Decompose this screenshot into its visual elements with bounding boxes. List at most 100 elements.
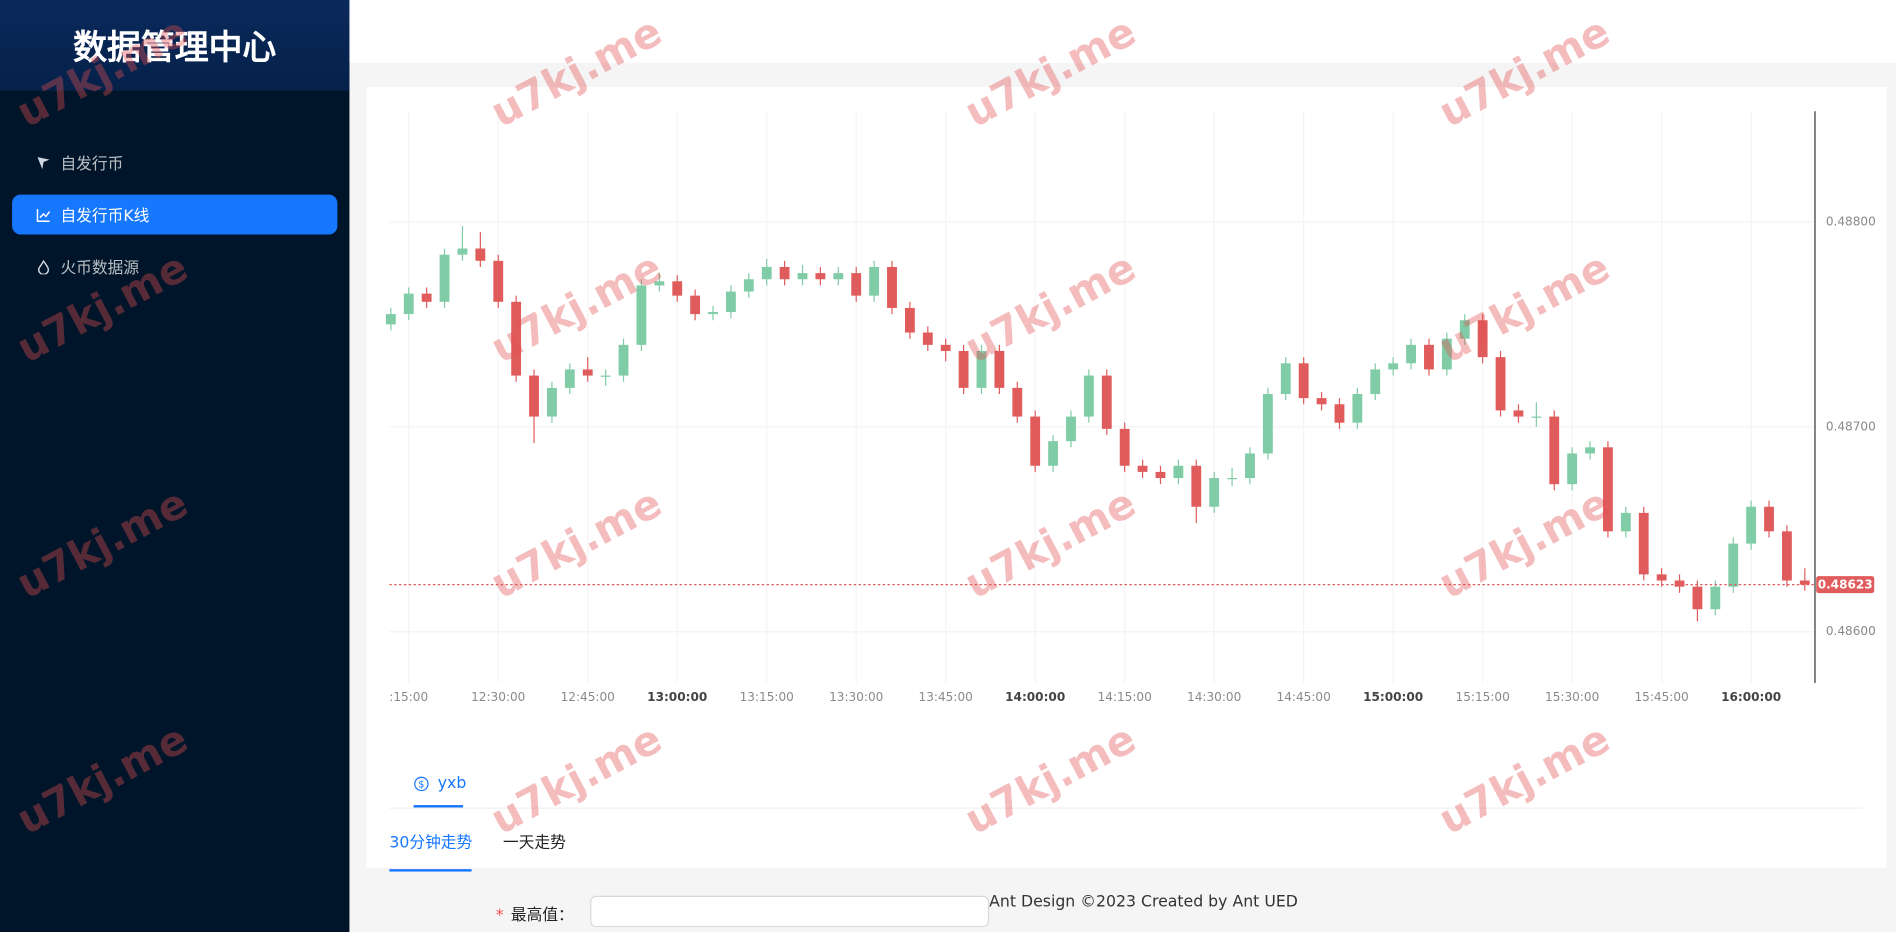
candle-body (1209, 478, 1220, 507)
x-tick-label: 14:15:00 (1098, 690, 1152, 704)
candle-body (1799, 580, 1810, 585)
tab[interactable]: $ yxb (414, 774, 467, 793)
candle-body (1227, 478, 1237, 480)
candle-body (1710, 586, 1721, 610)
candle-body (1674, 580, 1685, 587)
subtab[interactable]: 30分钟走势 (389, 834, 473, 853)
candle-body (1119, 428, 1130, 466)
candle-body (1459, 320, 1470, 339)
price-label-bg (1816, 576, 1875, 594)
footer: Ant Design ©2023 Created by Ant UED (989, 893, 1298, 912)
tab-ink (389, 869, 472, 872)
candle-body (1764, 506, 1774, 532)
x-tick-label: 14:45:00 (1277, 690, 1331, 704)
candle-body (493, 260, 504, 302)
candle-body (1352, 394, 1363, 423)
candle-body (1173, 465, 1184, 479)
candle-body (1513, 410, 1524, 417)
candle-body (1656, 574, 1667, 581)
candle-body (1441, 338, 1452, 370)
candle-body (1424, 344, 1434, 370)
candle-body (385, 314, 396, 325)
input[interactable] (590, 895, 990, 928)
price-label: 0.48623 (1818, 578, 1873, 592)
candle-body (797, 273, 808, 280)
candle-body (976, 350, 987, 388)
candle-body (1477, 320, 1488, 358)
candle-body (904, 307, 915, 333)
menu-label: 火币数据源 (60, 259, 140, 279)
menu-item[interactable]: 自发行币K线 (12, 194, 338, 235)
candle-body (815, 273, 826, 280)
candle-body (1603, 447, 1613, 532)
tab-ink (413, 805, 464, 808)
x-tick-label: 16:00:00 (1721, 690, 1781, 704)
candle-body (1030, 416, 1041, 466)
candle-body (690, 295, 701, 315)
candle-body (1101, 375, 1112, 429)
x-tick-label: 15:15:00 (1456, 690, 1510, 704)
candle-body (582, 369, 593, 376)
candle-body (833, 273, 844, 280)
menu-item[interactable]: 火币数据源 (12, 247, 337, 287)
candle-body (725, 291, 736, 313)
candle-body (1012, 387, 1023, 417)
candle-body (1549, 416, 1560, 485)
candle-body (439, 254, 450, 302)
candle-body (1620, 512, 1631, 532)
candle-body (940, 344, 951, 351)
subtab[interactable]: 一天走势 (503, 834, 566, 853)
candle-body (1406, 344, 1416, 364)
candle-body (511, 301, 522, 376)
candle-body (1066, 416, 1076, 442)
x-tick-label: 13:45:00 (919, 690, 973, 704)
icon (37, 156, 50, 169)
svg-text:$: $ (418, 780, 424, 791)
candle-body (887, 266, 897, 308)
candle-body (1334, 404, 1345, 423)
menu-label: 自发行币 (60, 155, 124, 175)
header (349, 0, 1896, 63)
x-tick-label: 13:00:00 (647, 690, 707, 704)
candle-body (1370, 369, 1381, 395)
x-tick-label: :15:00 (389, 690, 428, 704)
logo-title: 数据管理中心 (0, 0, 350, 91)
y-tick-label: 0.48600 (1826, 624, 1876, 638)
card (366, 87, 1887, 868)
menu-label: 自发行币K线 (60, 207, 150, 227)
candle-body (1137, 465, 1148, 472)
candle-body (1728, 543, 1739, 587)
candle-body (457, 248, 468, 255)
candle-body (1638, 512, 1649, 575)
menu-item[interactable]: 自发行币 (12, 143, 337, 183)
x-tick-label: 15:00:00 (1363, 690, 1423, 704)
x-tick-label: 15:45:00 (1635, 690, 1689, 704)
x-tick-label: 13:30:00 (829, 690, 883, 704)
candle-body (1782, 531, 1792, 581)
candle-body (994, 350, 1005, 388)
candle-body (529, 375, 539, 417)
icon: $ (414, 776, 429, 792)
candle-body (743, 279, 754, 292)
candle-body (1298, 363, 1309, 399)
x-tick-label: 13:15:00 (740, 690, 794, 704)
candle-body (779, 266, 790, 280)
icon (36, 208, 51, 222)
candle-body (1191, 465, 1202, 507)
candle-body (1692, 586, 1703, 610)
x-tick-label: 15:30:00 (1545, 690, 1599, 704)
candle-body (1746, 506, 1757, 544)
candle-body (1567, 453, 1578, 485)
candle-body (636, 285, 647, 345)
y-tick-label: 0.48800 (1826, 214, 1876, 228)
required-mark: * (495, 906, 504, 925)
x-tick-label: 12:30:00 (471, 690, 525, 704)
candle-body (708, 312, 718, 315)
candle-body (761, 266, 772, 280)
candle-body (1245, 453, 1255, 479)
tab-label: yxb (437, 774, 467, 793)
icon (37, 259, 50, 274)
candle-body (547, 387, 557, 417)
